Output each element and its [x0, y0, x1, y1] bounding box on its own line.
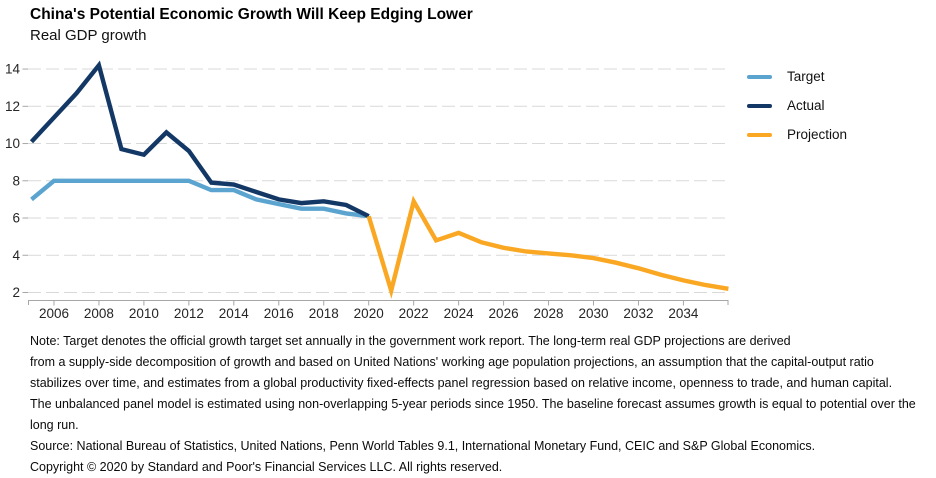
note-text-line: Note: Target denotes the official growth…: [30, 334, 791, 348]
svg-text:2024: 2024: [444, 306, 475, 321]
source-text: Source: National Bureau of Statistics, U…: [30, 439, 816, 453]
copyright-text: Copyright © 2020 by Standard and Poor's …: [30, 460, 503, 474]
svg-text:12: 12: [5, 99, 20, 114]
legend-item-actual: Actual: [747, 91, 847, 120]
svg-text:2026: 2026: [489, 306, 519, 321]
svg-text:6: 6: [12, 211, 20, 226]
svg-text:2008: 2008: [84, 306, 114, 321]
note-text-line: long run.: [30, 418, 79, 432]
note-text-line: The unbalanced panel model is estimated …: [30, 397, 916, 411]
actual-line-swatch-icon: [747, 103, 772, 108]
legend-item-label: Actual: [787, 98, 825, 113]
svg-text:2020: 2020: [354, 306, 384, 321]
footnote-block: Note: Target denotes the official growth…: [30, 331, 916, 478]
svg-text:2030: 2030: [578, 306, 608, 321]
svg-text:2012: 2012: [174, 306, 204, 321]
svg-text:2010: 2010: [129, 306, 159, 321]
gdp-line-chart: 2 4 6 8 10 12 14 2006 2008 2010 2012 2014 2016 2018 20…: [5, 60, 729, 321]
legend: Target Actual Projection: [747, 62, 847, 149]
svg-text:2006: 2006: [39, 306, 69, 321]
legend-item-projection: Projection: [747, 120, 847, 149]
svg-text:2028: 2028: [534, 306, 564, 321]
svg-text:10: 10: [5, 136, 20, 151]
target-line-swatch-icon: [747, 74, 772, 79]
svg-text:8: 8: [12, 173, 20, 188]
page-subtitle: Real GDP growth: [30, 27, 147, 44]
svg-text:2022: 2022: [399, 306, 429, 321]
svg-text:14: 14: [5, 62, 21, 77]
svg-text:2016: 2016: [264, 306, 294, 321]
svg-text:2: 2: [12, 285, 20, 300]
legend-item-target: Target: [747, 62, 847, 91]
svg-text:2034: 2034: [668, 306, 699, 321]
page-title: China's Potential Economic Growth Will K…: [30, 6, 473, 23]
note-text-line: stabilizes over time, and estimates from…: [30, 376, 893, 390]
legend-item-label: Projection: [787, 127, 848, 142]
svg-text:2014: 2014: [219, 306, 250, 321]
svg-text:2032: 2032: [623, 306, 653, 321]
svg-text:4: 4: [12, 248, 20, 263]
svg-text:2018: 2018: [309, 306, 339, 321]
note-text-line: from a supply-side decomposition of grow…: [30, 355, 874, 369]
legend-item-label: Target: [787, 69, 825, 84]
projection-line-swatch-icon: [747, 132, 772, 137]
